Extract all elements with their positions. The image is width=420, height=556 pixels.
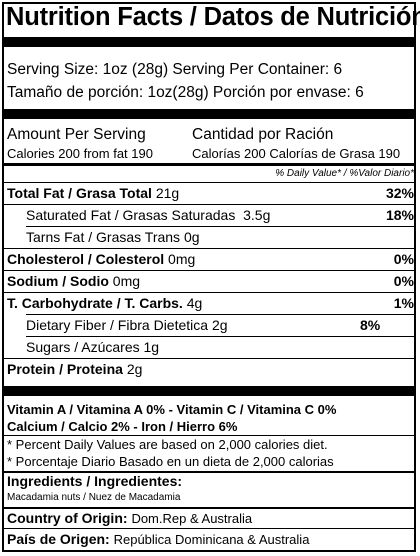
cholesterol-name: Cholesterol / Colesterol <box>7 251 165 267</box>
saturated-fat-row: Saturated Fat / Grasas Saturadas 3.5g <box>26 207 270 223</box>
total-fat-dv: 32% <box>385 185 414 201</box>
footnote-en: * Percent Daily Values are based on 2,00… <box>7 437 328 452</box>
saturated-fat-dv: 18% <box>385 207 414 223</box>
sodium-amount: 0mg <box>112 273 141 289</box>
protein-name: Protein / Proteina <box>7 361 123 377</box>
sugars-name: Sugars / Azúcares <box>26 339 140 355</box>
calories-en: Calories 200 from fat 190 <box>7 146 153 161</box>
sugars-amount: 1g <box>143 339 160 355</box>
dietary-fiber-amount: 2g <box>211 317 228 333</box>
sodium-row: Sodium / Sodio 0mg <box>7 273 140 289</box>
divider-fiber <box>26 336 414 337</box>
divider-total-fat <box>4 204 414 205</box>
divider-sugars <box>4 358 414 359</box>
country-of-origin-value: Dom.Rep & Australia <box>131 511 253 526</box>
cholesterol-amount: 0mg <box>168 251 196 267</box>
vitamins-line-2: Calcium / Calcio 2% - Iron / Hierro 6% <box>7 419 238 434</box>
pais-de-origen-value: República Dominicana & Australia <box>113 532 310 547</box>
sugars-row: Sugars / Azúcares 1g <box>26 339 159 355</box>
thick-divider-top <box>4 37 414 47</box>
divider-sodium <box>4 292 414 293</box>
sodium-name: Sodium / Sodio <box>7 273 109 289</box>
ingredients-header: Ingredients / Ingredientes: <box>7 473 183 489</box>
thick-divider-serving <box>4 109 414 119</box>
pais-de-origen-label: País de Origen: <box>7 531 110 547</box>
saturated-fat-name: Saturated Fat / Grasas Saturadas <box>26 207 236 223</box>
amount-per-serving-label: Amount Per Serving <box>7 126 146 143</box>
country-of-origin-label: Country of Origin: <box>7 510 128 526</box>
total-fat-row: Total Fat / Grasa Total 21g <box>7 185 179 201</box>
pais-de-origen-row: País de Origen: República Dominicana & A… <box>7 531 309 547</box>
dietary-fiber-row: Dietary Fiber / Fibra Dietetica 2g <box>26 317 228 333</box>
saturated-fat-amount: 3.5g <box>243 207 271 223</box>
label-title: Nutrition Facts / Datos de Nutrición <box>6 3 420 31</box>
divider-cholesterol <box>4 270 414 271</box>
trans-fat-name: Tarns Fat / Grasas Trans <box>26 229 181 245</box>
carbohydrate-amount: 4g <box>186 295 203 311</box>
cholesterol-dv: 0% <box>393 251 414 267</box>
trans-fat-row: Tarns Fat / Grasas Trans 0g <box>26 229 200 245</box>
trans-fat-amount: 0g <box>183 229 200 245</box>
carbohydrate-row: T. Carbohydrate / T. Carbs. 4g <box>7 295 202 311</box>
protein-amount: 2g <box>126 361 143 377</box>
footnote-es: * Porcentaje Diario Basado en un dieta d… <box>7 454 334 469</box>
cantidad-por-racion-label: Cantidad por Ración <box>192 126 334 143</box>
dietary-fiber-dv: 8% <box>360 317 381 333</box>
divider-vitamins <box>4 435 414 436</box>
calories-es: Calorías 200 Calorías de Grasa 190 <box>192 146 401 161</box>
divider-trans-fat <box>4 248 414 249</box>
daily-value-header: % Daily Value* / %Valor Diario* <box>275 168 414 179</box>
divider-carbs <box>26 314 414 315</box>
divider-origin <box>4 528 414 529</box>
carbohydrate-name: T. Carbohydrate / T. Carbs. <box>7 295 183 311</box>
total-fat-amount: 21g <box>155 185 180 201</box>
divider-ingredients <box>4 507 414 509</box>
nutrition-label <box>2 2 416 552</box>
thick-divider-protein <box>4 386 414 396</box>
carbohydrate-dv: 1% <box>393 295 414 311</box>
divider-dv-header <box>4 182 414 183</box>
divider-sat-fat <box>26 226 414 227</box>
cholesterol-row: Cholesterol / Colesterol 0mg <box>7 251 195 267</box>
ingredients-text: Macadamia nuts / Nuez de Macadamia <box>7 492 181 503</box>
dietary-fiber-name: Dietary Fiber / Fibra Dietetica <box>26 317 209 333</box>
serving-size-es: Tamaño de porción: 1oz(28g) Porción por … <box>7 84 364 101</box>
total-fat-name: Total Fat / Grasa Total <box>7 185 152 201</box>
vitamins-line-1: Vitamin A / Vitamina A 0% - Vitamin C / … <box>7 402 337 417</box>
sodium-dv: 0% <box>393 273 414 289</box>
divider-footnotes <box>4 471 414 473</box>
protein-row: Protein / Proteina 2g <box>7 361 142 377</box>
divider-calories <box>4 163 414 166</box>
serving-size-en: Serving Size: 1oz (28g) Serving Per Cont… <box>7 61 343 78</box>
country-of-origin-row: Country of Origin: Dom.Rep & Australia <box>7 510 252 526</box>
